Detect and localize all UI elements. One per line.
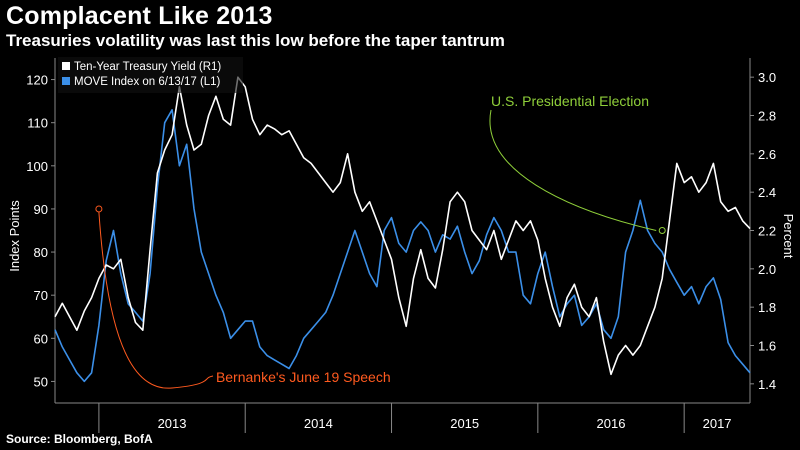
plot-frame — [54, 58, 751, 404]
left-tick-label: 60 — [34, 331, 48, 346]
x-tick-label: 2016 — [597, 416, 626, 431]
left-tick-label: 110 — [27, 116, 48, 131]
right-tick-label: 1.6 — [758, 339, 776, 354]
chart-subtitle: Treasuries volatility was last this low … — [6, 31, 505, 50]
bernanke-callout-arrow — [98, 211, 214, 389]
x-tick-label: 2013 — [158, 416, 187, 431]
right-tick-label: 3.0 — [758, 70, 776, 85]
x-tick-label: 2015 — [450, 416, 479, 431]
right-tick-label: 2.8 — [758, 109, 776, 124]
legend: Ten-Year Treasury Yield (R1) MOVE Index o… — [58, 57, 243, 93]
x-tick-label: 2014 — [304, 416, 333, 431]
legend-label: Ten-Year Treasury Yield (R1) — [74, 61, 221, 73]
chart-title: Complacent Like 2013 — [6, 2, 273, 30]
right-tick-label: 2.4 — [758, 185, 776, 200]
right-tick-label: 2.2 — [758, 224, 776, 239]
annotation-layer: U.S. Presidential Election Bernanke's Jun… — [95, 93, 666, 389]
series-layer — [54, 76, 751, 383]
election-marker — [658, 227, 666, 234]
move-index-line — [54, 109, 751, 383]
election-label: U.S. Presidential Election — [491, 93, 649, 109]
legend-box — [58, 57, 243, 93]
x-tick-label: 2017 — [703, 416, 732, 431]
legend-swatch — [62, 62, 70, 70]
bernanke-label: Bernanke's June 19 Speech — [216, 369, 391, 385]
right-tick-label: 1.4 — [758, 377, 776, 392]
right-axis: 1.4 1.6 1.8 2.0 2.2 2.4 2.6 2.8 3.0 — [750, 70, 776, 392]
election-callout-arrow — [489, 109, 657, 231]
right-tick-label: 2.0 — [758, 262, 776, 277]
left-tick-label: 80 — [34, 245, 48, 260]
right-tick-label: 2.6 — [758, 147, 776, 162]
x-axis: 2013 2014 2015 2016 2017 — [98, 403, 732, 433]
ylabel-right: Percent — [781, 214, 796, 259]
legend-swatch — [62, 77, 70, 85]
right-tick-label: 1.8 — [758, 300, 776, 315]
left-tick-label: 90 — [34, 202, 48, 217]
ylabel-left: Index Points — [7, 200, 22, 272]
treasury-yield-line — [54, 76, 751, 376]
left-tick-label: 50 — [34, 374, 48, 389]
source-note: Source: Bloomberg, BofA — [6, 432, 153, 446]
left-axis: 50 60 70 80 90 100 110 120 — [26, 73, 55, 389]
left-tick-label: 100 — [26, 159, 48, 174]
bernanke-marker — [95, 205, 103, 213]
left-tick-label: 120 — [26, 73, 48, 88]
left-tick-label: 70 — [34, 288, 48, 303]
legend-label: MOVE Index on 6/13/17 (L1) — [74, 76, 221, 88]
